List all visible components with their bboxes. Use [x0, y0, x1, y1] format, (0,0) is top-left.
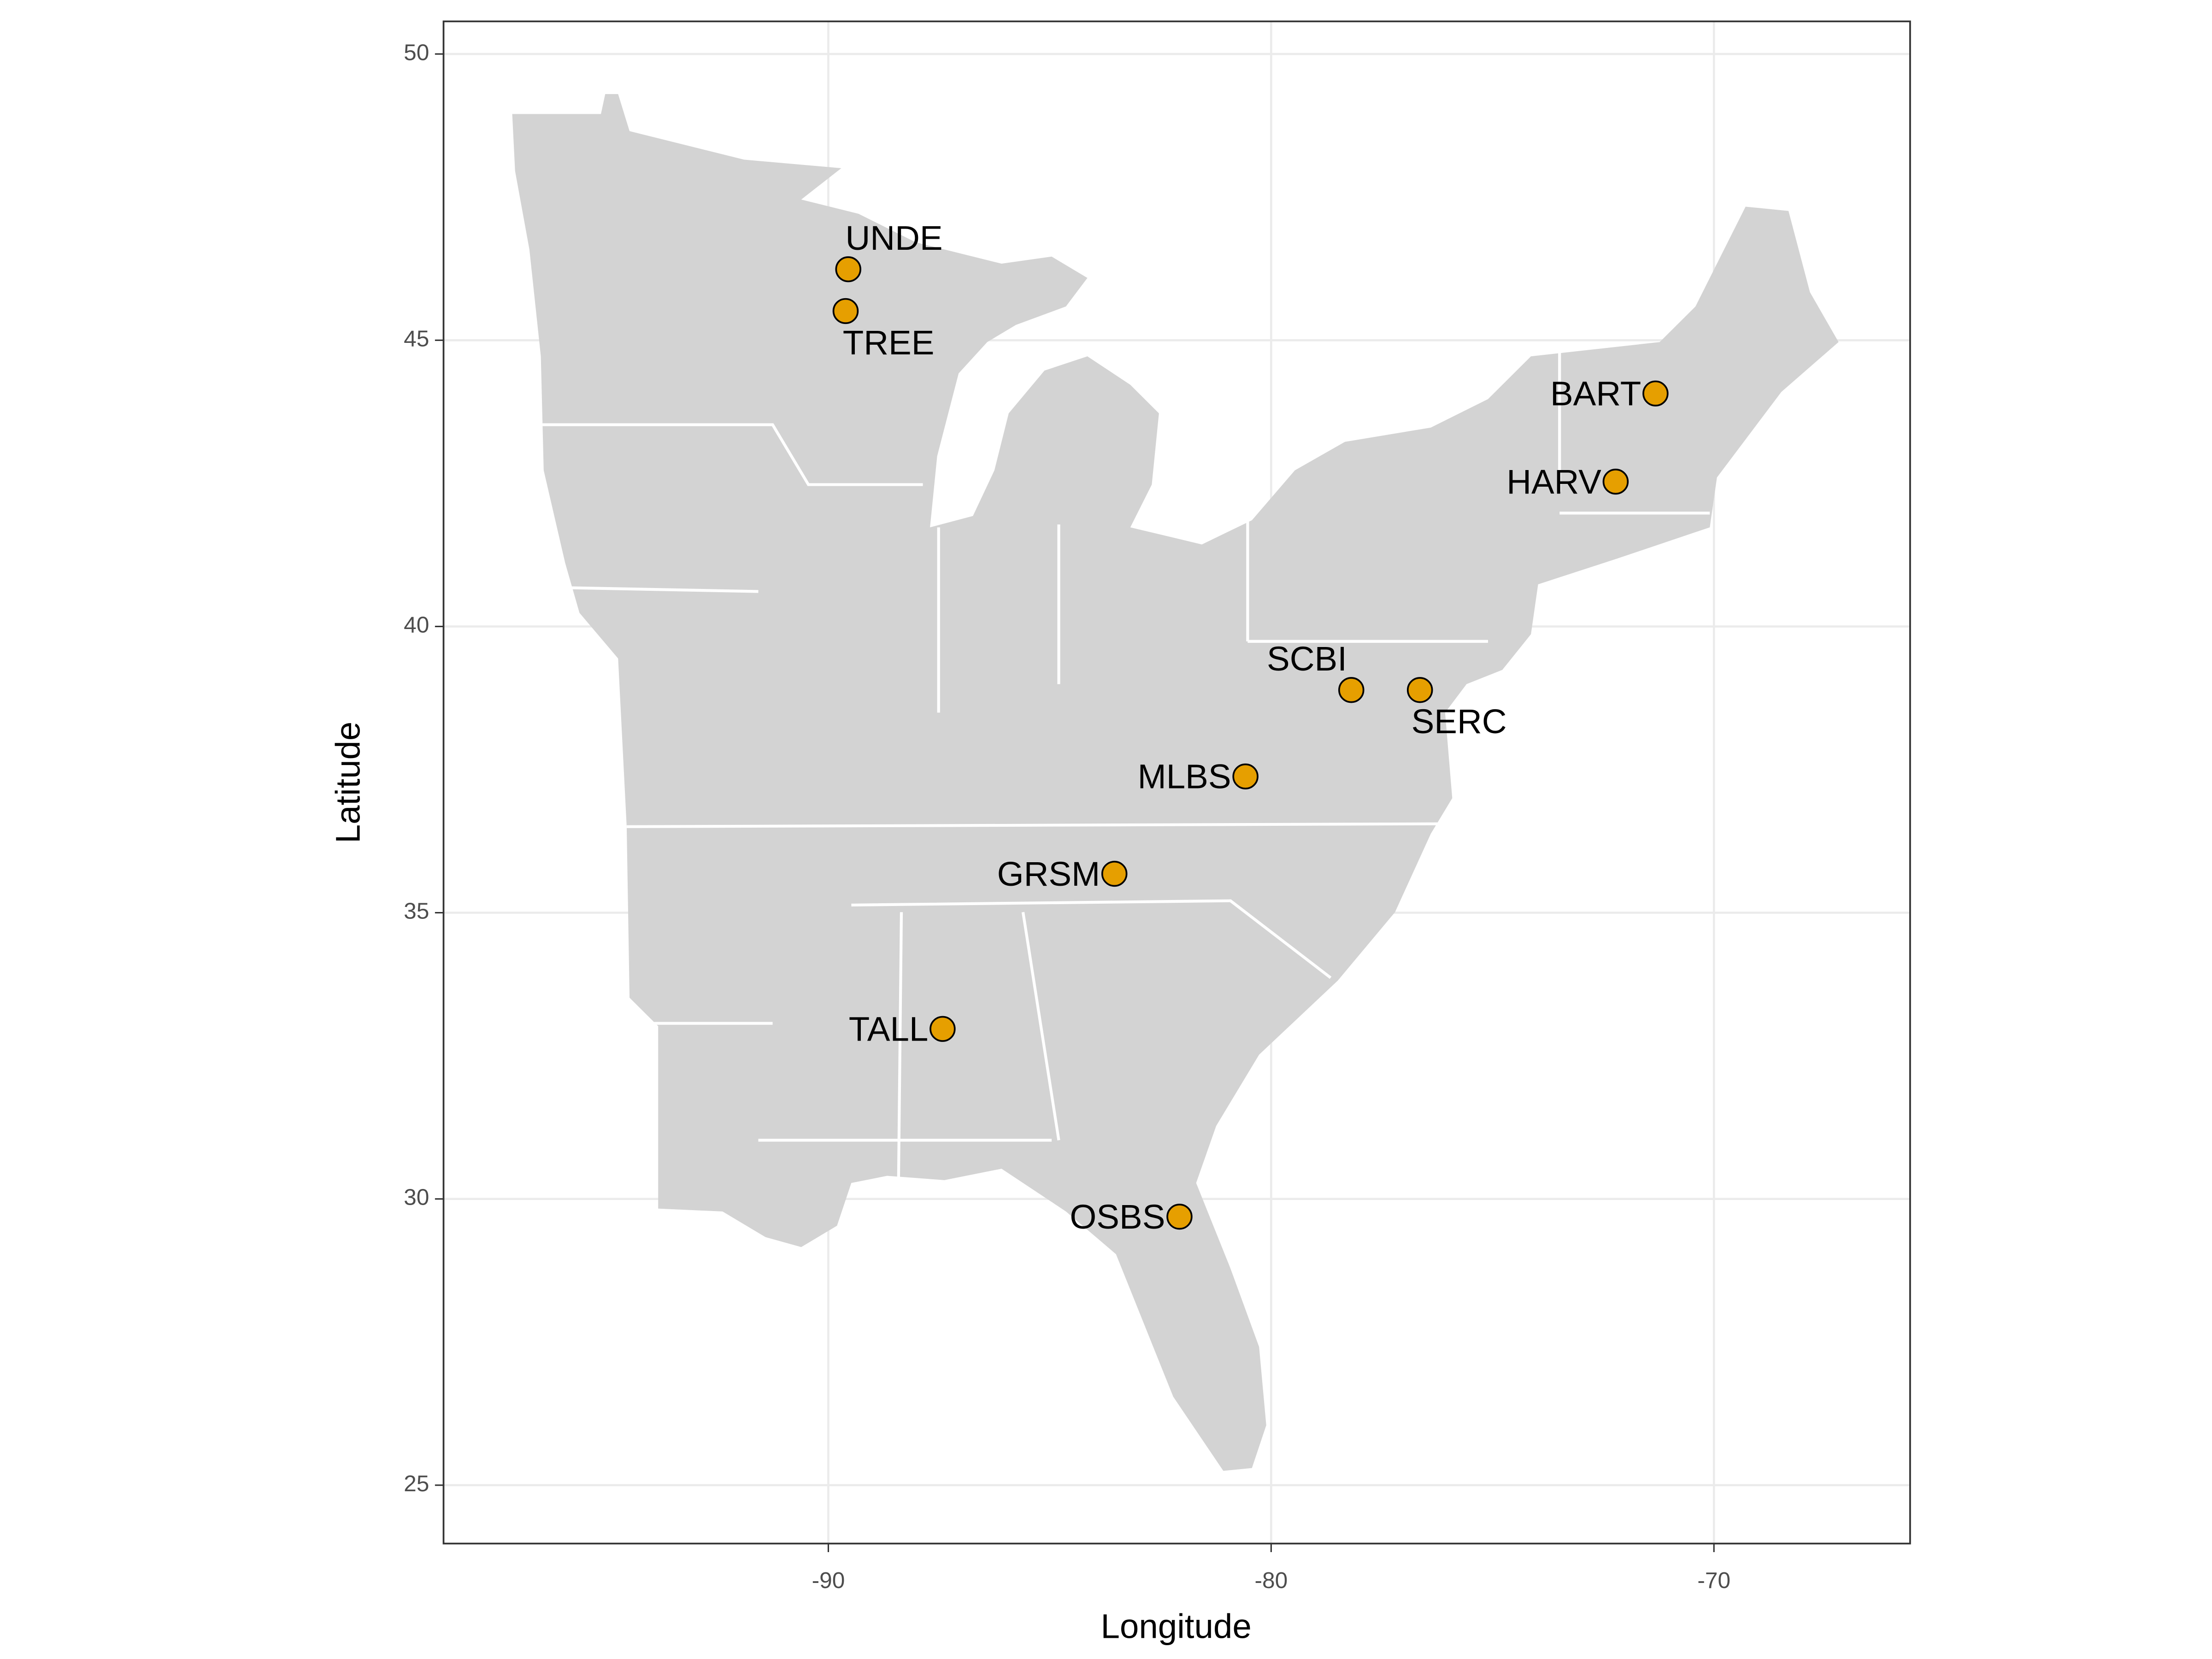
site-label: HARV	[1506, 463, 1601, 501]
site-label: SERC	[1412, 702, 1507, 741]
site-label: BART	[1550, 375, 1641, 413]
marks: UNDE TREE BART HARV SCBI SERC MLBS GRSM TALL OSBS	[832, 219, 1669, 1236]
y-tick-label: 35	[404, 898, 429, 924]
y-tick-label: 25	[404, 1471, 429, 1496]
site-point	[1232, 763, 1259, 790]
x-axis-title: Longitude	[1100, 1607, 1251, 1646]
y-axis-title: Latitude	[329, 722, 367, 843]
y-tick-label: 50	[404, 39, 429, 65]
y-tick-label: 30	[404, 1184, 429, 1210]
site-point	[1406, 677, 1433, 703]
site-point	[832, 298, 859, 324]
site-point	[930, 1016, 956, 1042]
site-point	[1101, 860, 1128, 887]
map-land	[512, 94, 1839, 1471]
site-label: TALL	[849, 1010, 929, 1048]
x-tick-label: -70	[1697, 1567, 1730, 1593]
y-tick-label: 40	[404, 612, 429, 638]
site-point	[1602, 469, 1629, 495]
site-label: UNDE	[846, 219, 943, 257]
site-label: OSBS	[1070, 1198, 1165, 1236]
y-tick-label: 45	[404, 325, 429, 351]
site-label: MLBS	[1138, 758, 1231, 796]
x-tick-label: -90	[812, 1567, 845, 1593]
site-point	[1642, 380, 1669, 406]
site-point	[835, 256, 861, 282]
site-label: SCBI	[1267, 640, 1347, 678]
state-borders	[541, 342, 1710, 1180]
x-tick-label: -80	[1254, 1567, 1288, 1593]
site-label: TREE	[843, 324, 935, 362]
site-point	[1166, 1204, 1193, 1230]
site-label: GRSM	[997, 855, 1100, 893]
site-point	[1338, 677, 1365, 703]
plot-border	[442, 20, 1911, 1545]
